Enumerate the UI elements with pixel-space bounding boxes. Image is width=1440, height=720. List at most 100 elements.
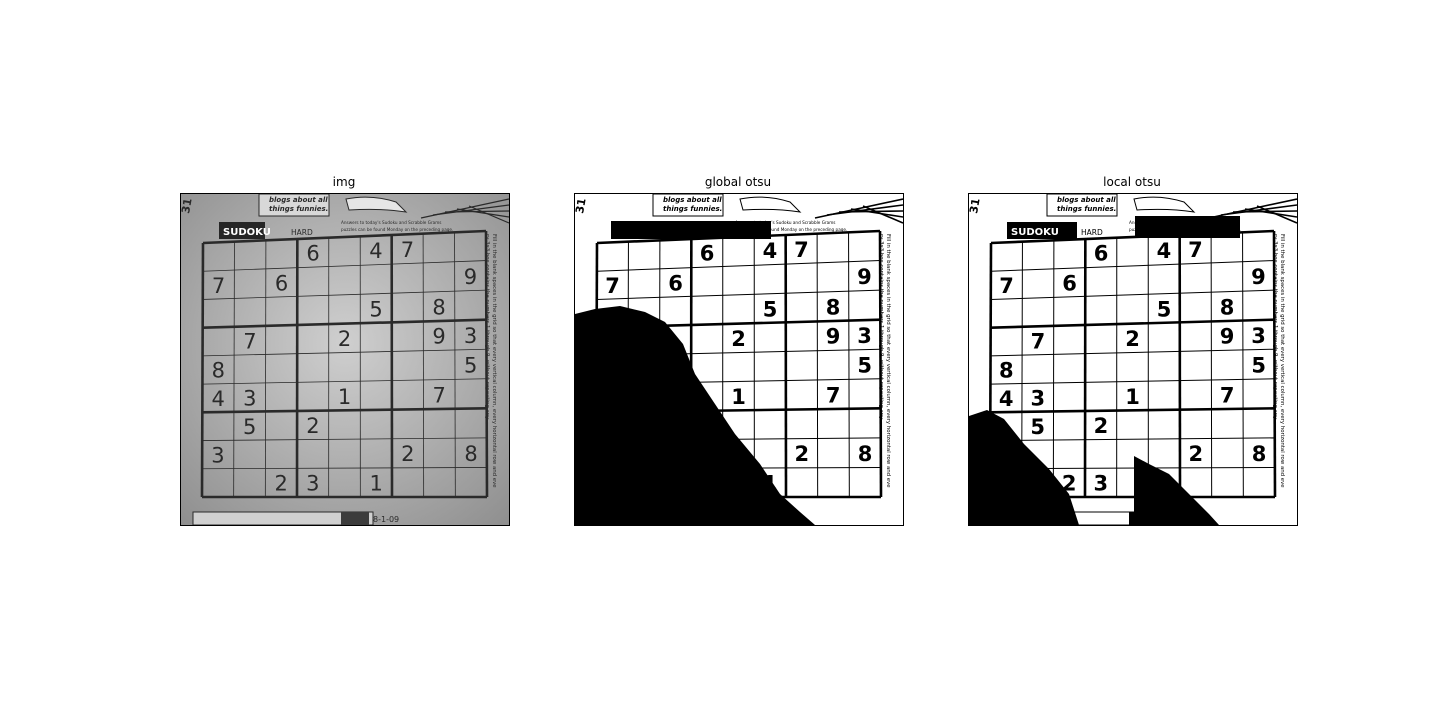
sudoku-digit: 1 bbox=[369, 471, 382, 495]
cartoon-drawing bbox=[1133, 196, 1196, 213]
sudoku-digit: 7 bbox=[1220, 383, 1235, 407]
header-label: SUDOKU bbox=[1011, 227, 1059, 238]
page-edge-line bbox=[1220, 204, 1297, 216]
cartoon-drawing bbox=[345, 196, 408, 213]
page-edge-line bbox=[1256, 205, 1297, 224]
grid-line-thick bbox=[878, 230, 883, 498]
sudoku-digit: 3 bbox=[306, 472, 319, 496]
page-number: 31 bbox=[575, 197, 589, 214]
grid-line-thin bbox=[990, 378, 1275, 385]
grid-line-thick bbox=[200, 242, 205, 498]
grid-line-thin bbox=[596, 289, 881, 300]
sudoku-digit: 4 bbox=[211, 387, 224, 411]
blurb-bottom: things funnies. bbox=[269, 205, 328, 213]
sudoku-digit: 5 bbox=[1030, 415, 1045, 439]
grid-line-thin bbox=[202, 348, 487, 357]
side-instructions: Fill in the blank spaces in the grid so … bbox=[1279, 234, 1285, 488]
grid-line-thin bbox=[990, 260, 1275, 272]
footer-date: 8-1-09 bbox=[373, 515, 399, 524]
instructions-line2: puzzles can be found Monday on the prece… bbox=[341, 227, 453, 232]
grid-line-thick bbox=[484, 230, 489, 498]
sudoku-digit: 3 bbox=[1094, 472, 1109, 496]
sudoku-digit: 8 bbox=[1220, 295, 1235, 319]
instructions-line2: puzzles can be found Monday on the prece… bbox=[735, 227, 847, 232]
grid-line-thick bbox=[202, 407, 487, 414]
grid-line-thin bbox=[990, 289, 1275, 300]
sudoku-digit: 9 bbox=[857, 265, 872, 289]
grid-line-thin bbox=[1210, 233, 1213, 498]
grid-line-thick bbox=[1272, 230, 1277, 498]
sudoku-digit: 5 bbox=[857, 353, 872, 377]
sudoku-digit: 6 bbox=[668, 272, 683, 296]
header-bar bbox=[219, 222, 265, 239]
header-bar bbox=[1007, 222, 1077, 239]
sudoku-digit: 5 bbox=[1251, 353, 1266, 377]
sudoku-digit: 2 bbox=[1188, 442, 1203, 466]
sudoku-digit: 7 bbox=[794, 238, 809, 262]
sudoku-digit: 9 bbox=[826, 325, 841, 349]
sudoku-digit: 8 bbox=[212, 359, 225, 383]
sudoku-digit: 1 bbox=[1125, 385, 1140, 409]
sudoku-digit: 5 bbox=[369, 297, 382, 321]
sudoku-digit: 2 bbox=[275, 472, 288, 496]
difficulty-label: HARD bbox=[1081, 228, 1103, 237]
sudoku-digit: 9 bbox=[432, 325, 445, 349]
sudoku-digit: 2 bbox=[338, 327, 351, 351]
grid-line-thin bbox=[990, 348, 1275, 357]
page-edge-line bbox=[1244, 208, 1297, 218]
sudoku-digit: 5 bbox=[243, 415, 256, 439]
page-number: 31 bbox=[969, 197, 983, 214]
grid-line-thick bbox=[202, 229, 487, 245]
instructions-line1: Answers to today's Sudoku and Scrabble G… bbox=[341, 220, 442, 225]
panel-local-otsu: blogs about all things funnies. 31 SUDOKU HA… bbox=[968, 193, 1298, 526]
side-instructions: Fill in the blank spaces in the grid so … bbox=[885, 234, 891, 488]
grid-line-thick bbox=[202, 318, 487, 329]
cartoon-frame bbox=[1046, 194, 1118, 217]
page-edge-line bbox=[432, 204, 509, 216]
sudoku-digit: 4 bbox=[763, 239, 778, 263]
blurb-top: blogs about all bbox=[663, 196, 722, 204]
sudoku-digit: 9 bbox=[464, 265, 477, 289]
grid-line-thin bbox=[1242, 232, 1244, 498]
grid-line-thick bbox=[990, 318, 1275, 329]
cartoon-drawing bbox=[739, 196, 802, 213]
grid-line-thin bbox=[202, 289, 487, 300]
sudoku-digit: 2 bbox=[401, 442, 414, 466]
panel-title-img: img bbox=[332, 175, 356, 189]
blurb-bottom: things funnies. bbox=[1057, 205, 1116, 213]
sudoku-digit: 2 bbox=[794, 442, 809, 466]
sudoku-digit: 8 bbox=[464, 442, 477, 466]
grid-line-thin bbox=[264, 240, 267, 498]
grid-line-thin bbox=[990, 437, 1275, 442]
sudoku-digit: 7 bbox=[826, 383, 841, 407]
blurb-top: blogs about all bbox=[1057, 196, 1116, 204]
side-instructions: Fill in the blank spaces in the grid so … bbox=[491, 234, 497, 488]
paper-shading bbox=[181, 194, 509, 525]
sudoku-digit: 7 bbox=[605, 274, 620, 298]
grid-line-thin bbox=[1052, 240, 1055, 498]
instructions-line1: Answers to today's Sudoku and Scrabble G… bbox=[735, 220, 836, 225]
sudoku-digit: 7 bbox=[1031, 330, 1046, 354]
sudoku-digit: 3 bbox=[1251, 324, 1266, 348]
grid-line-thin bbox=[596, 260, 881, 272]
sudoku-digit: 5 bbox=[763, 297, 778, 321]
sudoku-digit: 2 bbox=[1094, 414, 1109, 438]
sudoku-digit: 6 bbox=[306, 242, 319, 266]
sudoku-digit: 8 bbox=[432, 295, 445, 319]
footer-strip bbox=[192, 511, 374, 525]
sudoku-digit: 7 bbox=[401, 238, 414, 262]
page-edge-line bbox=[456, 208, 509, 218]
sudoku-digit: 8 bbox=[826, 295, 841, 319]
sudoku-digit: 2 bbox=[1125, 327, 1140, 351]
sudoku-digit: 3 bbox=[1030, 386, 1045, 410]
page-number: 31 bbox=[181, 197, 195, 214]
sudoku-digit: 4 bbox=[999, 387, 1014, 411]
panel-img: blogs about all things funnies. 31 SUDOKU HA… bbox=[180, 193, 510, 526]
difficulty-label: HARD bbox=[291, 228, 313, 237]
sudoku-digit: 4 bbox=[369, 239, 382, 263]
grid-line-thin bbox=[202, 260, 487, 272]
blurb-top: blogs about all bbox=[269, 196, 328, 204]
grid-line-thin bbox=[202, 437, 487, 441]
